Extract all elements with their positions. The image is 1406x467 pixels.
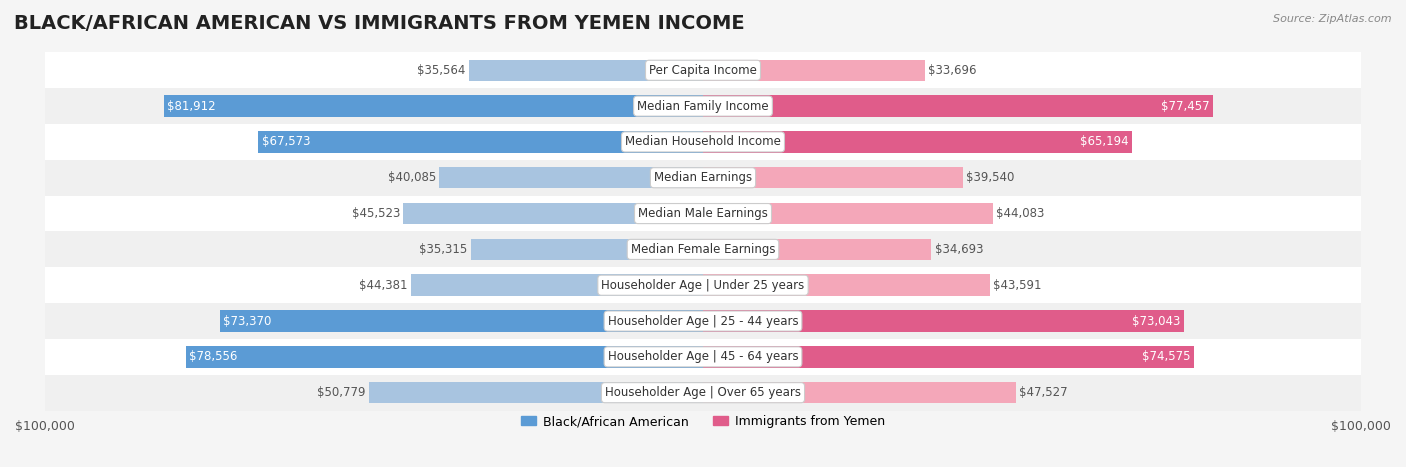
Text: $73,370: $73,370 [224, 315, 271, 327]
Text: Householder Age | 25 - 44 years: Householder Age | 25 - 44 years [607, 315, 799, 327]
Text: $34,693: $34,693 [935, 243, 983, 256]
Bar [411, 275, 703, 296]
Bar [221, 310, 703, 332]
Bar [703, 167, 963, 189]
Bar [45, 160, 1361, 196]
Bar [703, 239, 931, 260]
Text: $35,564: $35,564 [418, 64, 465, 77]
Text: Median Earnings: Median Earnings [654, 171, 752, 184]
Text: Householder Age | 45 - 64 years: Householder Age | 45 - 64 years [607, 350, 799, 363]
Bar [471, 239, 703, 260]
Text: BLACK/AFRICAN AMERICAN VS IMMIGRANTS FROM YEMEN INCOME: BLACK/AFRICAN AMERICAN VS IMMIGRANTS FRO… [14, 14, 745, 33]
Text: Householder Age | Over 65 years: Householder Age | Over 65 years [605, 386, 801, 399]
Bar [404, 203, 703, 224]
Text: $81,912: $81,912 [167, 99, 217, 113]
Bar [45, 124, 1361, 160]
Text: $67,573: $67,573 [262, 135, 311, 149]
Text: $33,696: $33,696 [928, 64, 977, 77]
Bar [259, 131, 703, 153]
Text: Median Male Earnings: Median Male Earnings [638, 207, 768, 220]
Text: $65,194: $65,194 [1080, 135, 1129, 149]
Bar [186, 346, 703, 368]
Text: Median Household Income: Median Household Income [626, 135, 780, 149]
Text: $50,779: $50,779 [316, 386, 366, 399]
Text: $39,540: $39,540 [966, 171, 1015, 184]
Bar [470, 59, 703, 81]
Text: Per Capita Income: Per Capita Income [650, 64, 756, 77]
Bar [439, 167, 703, 189]
Bar [703, 382, 1015, 403]
Text: Householder Age | Under 25 years: Householder Age | Under 25 years [602, 279, 804, 292]
Text: $47,527: $47,527 [1019, 386, 1067, 399]
Text: $73,043: $73,043 [1132, 315, 1181, 327]
Bar [45, 339, 1361, 375]
Bar [45, 196, 1361, 232]
Bar [45, 232, 1361, 267]
Text: $43,591: $43,591 [993, 279, 1042, 292]
Bar [368, 382, 703, 403]
Text: $44,381: $44,381 [359, 279, 408, 292]
Text: $45,523: $45,523 [352, 207, 401, 220]
Bar [165, 95, 703, 117]
Bar [45, 375, 1361, 410]
Bar [45, 303, 1361, 339]
Bar [703, 346, 1194, 368]
Text: $74,575: $74,575 [1142, 350, 1191, 363]
Text: $44,083: $44,083 [997, 207, 1045, 220]
Bar [45, 52, 1361, 88]
Bar [703, 95, 1213, 117]
Bar [703, 310, 1184, 332]
Text: $40,085: $40,085 [388, 171, 436, 184]
Legend: Black/African American, Immigrants from Yemen: Black/African American, Immigrants from … [516, 410, 890, 433]
Text: $78,556: $78,556 [190, 350, 238, 363]
Bar [703, 59, 925, 81]
Text: $77,457: $77,457 [1161, 99, 1209, 113]
Bar [45, 88, 1361, 124]
Bar [703, 275, 990, 296]
Text: Median Female Earnings: Median Female Earnings [631, 243, 775, 256]
Bar [45, 267, 1361, 303]
Text: Median Family Income: Median Family Income [637, 99, 769, 113]
Bar [703, 131, 1132, 153]
Bar [703, 203, 993, 224]
Text: $35,315: $35,315 [419, 243, 467, 256]
Text: Source: ZipAtlas.com: Source: ZipAtlas.com [1274, 14, 1392, 24]
